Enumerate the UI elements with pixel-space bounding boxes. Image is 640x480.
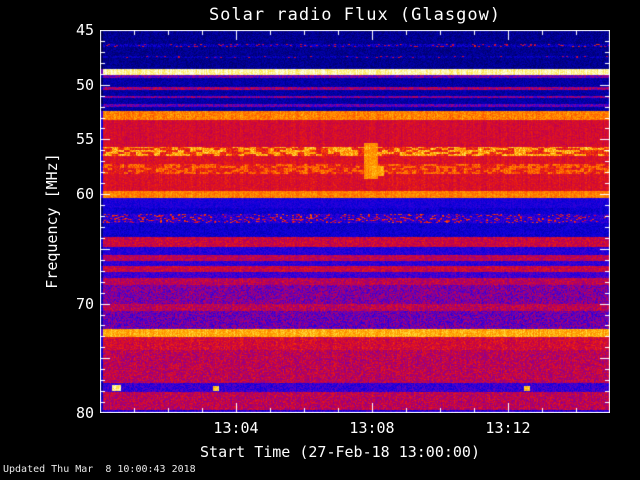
y-tick-label: 60	[75, 185, 94, 204]
y-tick-label: 50	[75, 75, 94, 94]
y-tick-label: 45	[75, 21, 94, 39]
y-tick-label: 70	[75, 294, 94, 313]
x-tick-label: 13:04	[213, 419, 259, 437]
x-axis-title: Start Time (27-Feb-18 13:00:00)	[200, 443, 480, 461]
y-tick-label: 80	[75, 404, 94, 422]
x-tick-label: 13:12	[485, 419, 531, 437]
y-tick-label: 55	[75, 130, 94, 149]
y-axis-title: Frequency [MHz]	[43, 153, 61, 289]
x-tick-label: 13:08	[349, 419, 395, 437]
spectrogram-canvas	[100, 30, 610, 413]
chart-title: Solar radio Flux (Glasgow)	[208, 5, 502, 25]
updated-timestamp: Updated Thu Mar 8 10:00:43 2018	[3, 464, 196, 475]
